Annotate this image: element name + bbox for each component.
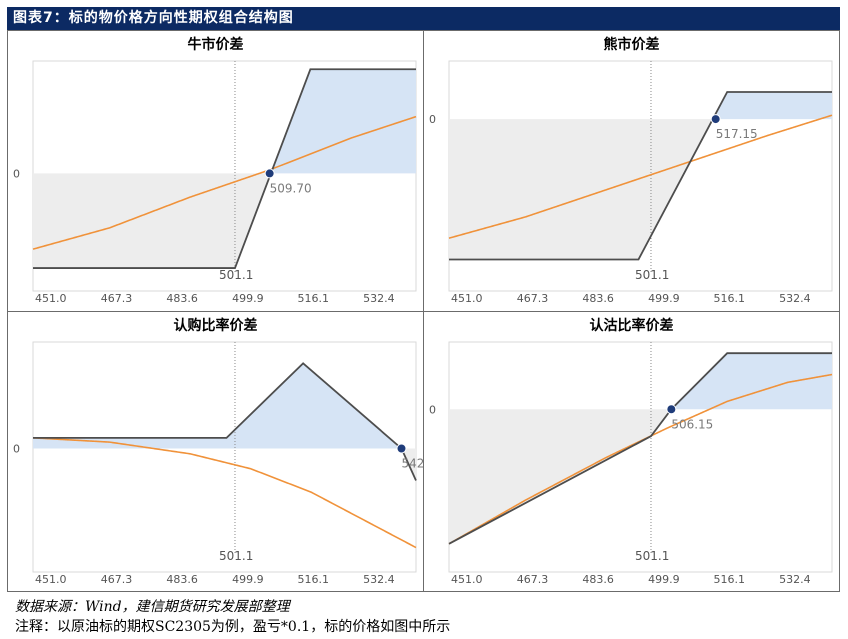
breakeven-marker xyxy=(264,168,275,179)
x-tick-label: 532.4 xyxy=(363,573,395,586)
chart-svg: 熊市价差 0 517.15 501.1 451.0 467.3 483.6 499.9 516.… xyxy=(429,36,833,305)
figure-header: 图表7：标的物价格方向性期权组合结构图 xyxy=(7,7,840,30)
x-tick-label: 499.9 xyxy=(232,292,264,305)
x-tick-label: 532.4 xyxy=(363,292,395,305)
strike-label: 501.1 xyxy=(219,268,253,282)
orange-curve-line xyxy=(32,115,417,250)
x-tick-label: 483.6 xyxy=(582,292,614,305)
chart-svg: 牛市价差 0 509.70 501.1 451.0 467.3 483.6 499.9 516.… xyxy=(13,36,417,305)
x-tick-label: 499.9 xyxy=(232,573,264,586)
profit-region xyxy=(33,69,416,174)
breakeven-marker xyxy=(710,114,721,125)
breakeven-label: 509.70 xyxy=(270,181,312,195)
loss-region xyxy=(449,409,832,544)
x-tick-label: 516.1 xyxy=(713,292,745,305)
x-tick-label: 467.3 xyxy=(517,292,549,305)
loss-region xyxy=(449,119,832,260)
zero-tick-label: 0 xyxy=(13,167,20,180)
profit-region xyxy=(449,353,832,410)
x-tick-label: 483.6 xyxy=(166,573,198,586)
x-tick-label: 516.1 xyxy=(713,573,745,586)
breakeven-marker xyxy=(396,443,407,454)
chart-panel-put-ratio-spread: 认沽比率价差 0 506.15 501.1 451.0 467.3 483.6 499.9 51… xyxy=(423,311,840,592)
zero-tick-label: 0 xyxy=(429,113,436,126)
chart-panel-bear-spread: 熊市价差 0 517.15 501.1 451.0 467.3 483.6 499.9 516.… xyxy=(423,30,840,312)
zero-tick-label: 0 xyxy=(429,403,436,416)
chart-svg: 认购比率价差 0 542.40 501.1 451.0 467.3 483.6 499.9 51… xyxy=(13,317,423,586)
orange-curve-line xyxy=(32,437,417,549)
profit-region xyxy=(33,363,416,449)
x-tick-label: 483.6 xyxy=(582,573,614,586)
x-tick-label: 451.0 xyxy=(451,292,483,305)
zero-tick-label: 0 xyxy=(13,443,20,456)
breakeven-marker xyxy=(666,404,677,415)
profit-region xyxy=(449,91,832,120)
x-tick-label: 516.1 xyxy=(297,573,329,586)
payoff-line xyxy=(449,91,832,261)
breakeven-label: 542.40 xyxy=(401,457,423,471)
x-tick-label: 532.4 xyxy=(779,573,811,586)
chart-title: 认沽比率价差 xyxy=(590,317,674,334)
figure-title: 图表7：标的物价格方向性期权组合结构图 xyxy=(13,10,294,26)
chart-title: 认购比率价差 xyxy=(174,317,258,334)
chart-title: 熊市价差 xyxy=(604,36,660,53)
strike-label: 501.1 xyxy=(635,268,669,282)
source-note: 数据来源：Wind，建信期货研究发展部整理 xyxy=(15,599,290,615)
breakeven-label: 517.15 xyxy=(716,127,758,141)
x-tick-label: 467.3 xyxy=(517,573,549,586)
x-tick-label: 499.9 xyxy=(648,573,680,586)
payoff-line xyxy=(33,68,416,269)
x-tick-label: 451.0 xyxy=(35,573,67,586)
plot-area xyxy=(32,341,417,573)
payoff-line xyxy=(33,362,417,481)
chart-svg: 认沽比率价差 0 506.15 501.1 451.0 467.3 483.6 499.9 51… xyxy=(429,317,833,586)
chart-grid: 牛市价差 0 509.70 501.1 451.0 467.3 483.6 499.9 516.… xyxy=(7,30,840,592)
chart-panel-bull-spread: 牛市价差 0 509.70 501.1 451.0 467.3 483.6 499.9 516.… xyxy=(7,30,424,312)
x-tick-label: 532.4 xyxy=(779,292,811,305)
breakeven-label: 506.15 xyxy=(671,417,713,431)
chart-title: 牛市价差 xyxy=(188,36,244,53)
strike-label: 501.1 xyxy=(219,549,253,563)
x-tick-label: 516.1 xyxy=(297,292,329,305)
x-tick-label: 467.3 xyxy=(101,573,133,586)
x-tick-label: 467.3 xyxy=(101,292,133,305)
loss-region xyxy=(33,173,416,269)
x-tick-label: 451.0 xyxy=(451,573,483,586)
x-tick-label: 483.6 xyxy=(166,292,198,305)
chart-panel-call-ratio-spread: 认购比率价差 0 542.40 501.1 451.0 467.3 483.6 499.9 51… xyxy=(7,311,424,592)
orange-curve-line xyxy=(448,114,833,239)
strike-label: 501.1 xyxy=(635,549,669,563)
annotation-note: 注释：以原油标的期权SC2305为例，盈亏*0.1，标的价格如图中所示 xyxy=(15,619,451,635)
x-tick-label: 451.0 xyxy=(35,292,67,305)
x-tick-label: 499.9 xyxy=(648,292,680,305)
